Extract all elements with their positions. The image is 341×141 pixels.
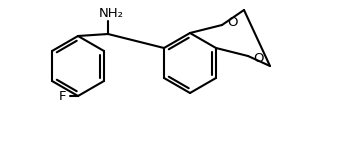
Text: NH₂: NH₂ bbox=[99, 7, 123, 20]
Text: O: O bbox=[253, 51, 264, 64]
Text: O: O bbox=[227, 16, 237, 29]
Text: F: F bbox=[59, 90, 66, 103]
